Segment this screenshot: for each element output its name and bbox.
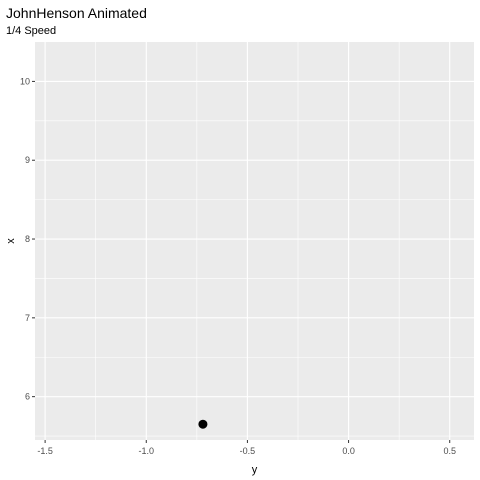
y-axis-ticks: 6 7 8 9 10 — [20, 76, 35, 402]
x-tick-label: -0.5 — [240, 446, 256, 456]
chart-subtitle: 1/4 Speed — [6, 25, 56, 37]
x-axis-label: y — [252, 464, 258, 476]
minor-gridlines — [35, 42, 474, 440]
x-tick-label: 0.0 — [342, 446, 355, 456]
chart-title: JohnHenson Animated — [6, 5, 147, 21]
y-tick-label: 8 — [25, 234, 30, 244]
y-tick-label: 9 — [25, 155, 30, 165]
y-axis-label: x — [5, 238, 17, 244]
x-tick-label: -1.5 — [37, 446, 53, 456]
y-tick-label: 6 — [25, 392, 30, 402]
y-tick-label: 7 — [25, 313, 30, 323]
y-tick-label: 10 — [20, 76, 30, 86]
plot-panel — [35, 42, 474, 440]
x-tick-label: 0.5 — [443, 446, 456, 456]
x-axis-ticks: -1.5 -1.0 -0.5 0.0 0.5 — [37, 440, 456, 456]
data-points — [198, 419, 208, 429]
data-point — [198, 419, 208, 429]
major-gridlines — [35, 42, 474, 440]
x-tick-label: -1.0 — [139, 446, 155, 456]
